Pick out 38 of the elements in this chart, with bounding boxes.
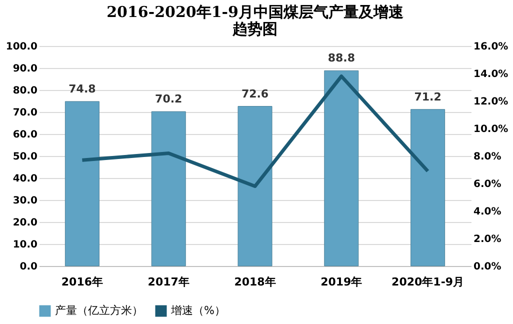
data-label: 71.2 bbox=[414, 90, 442, 104]
data-label: 72.6 bbox=[241, 87, 269, 100]
x-tick-label: 2019年 bbox=[320, 276, 362, 288]
y-tick-label: 10.0 bbox=[12, 240, 38, 250]
x-tick-label: 2018年 bbox=[234, 276, 276, 288]
data-label: 74.8 bbox=[68, 82, 96, 96]
data-label: 70.2 bbox=[155, 92, 182, 106]
x-tick-label: 2020年1-9月 bbox=[392, 276, 464, 288]
x-tick-label: 2016年 bbox=[61, 276, 104, 288]
y2-tick-label: 2.0% bbox=[474, 234, 502, 245]
bar bbox=[151, 111, 186, 266]
y-tick-label: 20.0 bbox=[12, 218, 38, 228]
y-tick-label: 100.0 bbox=[6, 42, 38, 52]
bar bbox=[238, 106, 272, 266]
y-tick-label: 90.0 bbox=[12, 64, 38, 74]
bar bbox=[64, 101, 100, 266]
y2-tick-label: 14.0% bbox=[474, 69, 508, 80]
x-tick-label: 2017年 bbox=[148, 276, 190, 288]
y2-tick-label: 0.0% bbox=[474, 262, 502, 272]
y2-tick-label: 4.0% bbox=[474, 206, 502, 218]
y-tick-label: 0.0 bbox=[20, 262, 38, 272]
y2-tick-label: 16.0% bbox=[474, 42, 508, 52]
data-label: 88.8 bbox=[328, 52, 355, 65]
y-tick-label: 40.0 bbox=[12, 174, 38, 184]
y2-tick-label: 8.0% bbox=[474, 152, 502, 162]
y-tick-label: 50.0 bbox=[12, 152, 38, 162]
y-tick-label: 30.0 bbox=[12, 196, 38, 206]
y2-tick-label: 12.0% bbox=[474, 96, 508, 108]
bar bbox=[410, 109, 446, 266]
bar bbox=[324, 70, 359, 266]
y-tick-label: 60.0 bbox=[12, 130, 38, 140]
y-tick-label: 80.0 bbox=[12, 86, 38, 96]
y-tick-label: 70.0 bbox=[12, 108, 38, 118]
legend-label: 产量（亿立方米） bbox=[55, 304, 143, 317]
y2-tick-label: 6.0% bbox=[474, 179, 502, 190]
chart-title: 2016-2020年1-9月中国煤层气产量及增速趋势图 bbox=[106, 3, 404, 38]
y2-tick-label: 10.0% bbox=[474, 124, 508, 135]
legend-label: 增速（%） bbox=[170, 304, 226, 317]
